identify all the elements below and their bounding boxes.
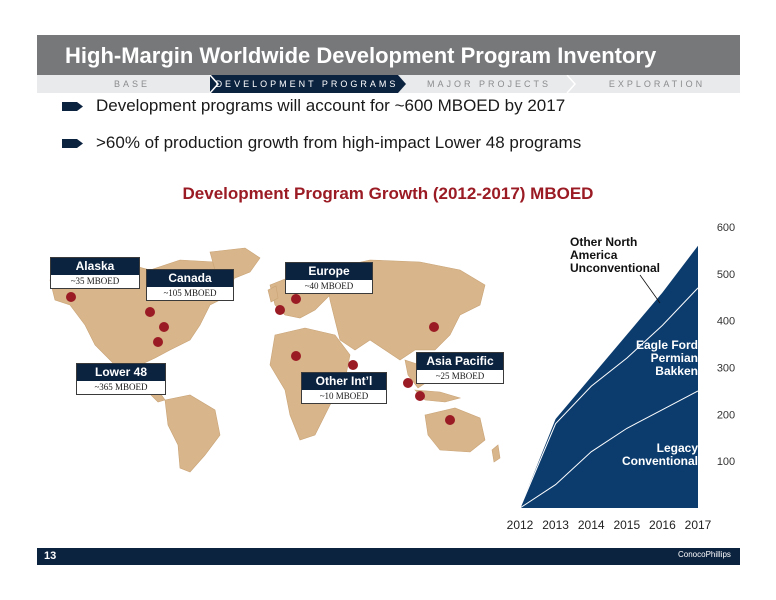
marker-asia-china [429, 322, 439, 332]
marker-canada-2 [159, 322, 169, 332]
marker-canada [145, 307, 155, 317]
region-name: Canada [147, 270, 233, 287]
region-value: ~25 MBOED [435, 371, 485, 381]
nav-item-major-projects[interactable]: MAJOR PROJECTS [426, 79, 551, 89]
region-name: Lower 48 [77, 364, 165, 381]
arrow-bullet-icon [62, 138, 83, 148]
marker-other-intl-1 [291, 351, 301, 361]
x-tick-label: 2012 [507, 518, 534, 532]
x-tick-label: 2017 [685, 518, 712, 532]
bullet-1: Development programs will account for ~6… [62, 96, 565, 116]
nav-active-highlight [210, 75, 398, 93]
nav-item-exploration[interactable]: EXPLORATION [608, 79, 706, 89]
region-lower48: Lower 48 ~365 MBOED [76, 363, 166, 395]
region-name: Other Int’l [302, 373, 386, 390]
chart-title: Development Program Growth (2012-2017) M… [182, 184, 594, 203]
region-name: Asia Pacific [417, 353, 503, 370]
region-value: ~365 MBOED [94, 382, 148, 392]
region-value: ~35 MBOED [70, 276, 120, 286]
region-value: ~40 MBOED [304, 281, 354, 291]
marker-alaska [66, 292, 76, 302]
series-boundary-2 [519, 287, 699, 509]
label-legacy-conventional: Conventional [622, 454, 698, 468]
marker-europe-norway [291, 294, 301, 304]
label-other-north-america: Other North [570, 235, 637, 249]
y-tick-label: 200 [717, 409, 735, 421]
region-asia-pacific: Asia Pacific ~25 MBOED [416, 352, 504, 384]
nav-item-base[interactable]: BASE [113, 79, 150, 89]
y-tick-label: 500 [717, 269, 735, 281]
x-tick-label: 2014 [578, 518, 605, 532]
nav-chevrons [209, 75, 577, 93]
y-tick-label: 400 [717, 316, 735, 328]
new-zealand-shape [491, 444, 501, 463]
x-tick-label: 2013 [542, 518, 569, 532]
marker-australia [445, 415, 455, 425]
label-other-north-america: Unconventional [570, 261, 660, 275]
region-name: Alaska [51, 258, 139, 275]
bullet-text: >60% of production growth from high-impa… [96, 133, 582, 152]
total-area [520, 245, 698, 508]
company-logo: ConocoPhillips [678, 550, 731, 559]
page-title: High-Margin Worldwide Development Progra… [37, 35, 740, 75]
series-boundary-1 [519, 390, 699, 509]
bullet-text: Development programs will account for ~6… [96, 96, 566, 115]
label-legacy-conventional: Legacy [657, 441, 699, 455]
y-tick-label: 100 [717, 456, 735, 468]
y-tick-label: 600 [717, 222, 735, 234]
region-europe: Europe ~40 MBOED [285, 262, 373, 294]
marker-lower48 [153, 337, 163, 347]
nav-item-development-programs[interactable]: DEVELOPMENT PROGRAMS [215, 79, 399, 89]
page-number: 13 [44, 550, 57, 562]
area-layer [519, 245, 699, 509]
region-name: Europe [286, 263, 372, 280]
label-other-north-america: America [570, 248, 618, 262]
y-axis-ticks: 100 200 300 400 500 600 [717, 222, 735, 468]
bullet-2: >60% of production growth from high-impa… [62, 133, 581, 153]
footer-bar [37, 548, 740, 565]
label-connector [639, 274, 661, 304]
x-tick-label: 2015 [613, 518, 640, 532]
marker-asia-indonesia [415, 391, 425, 401]
x-tick-label: 2016 [649, 518, 676, 532]
region-other-intl: Other Int’l ~10 MBOED [301, 372, 387, 404]
marker-asia-malaysia [403, 378, 413, 388]
australia-shape [424, 407, 486, 453]
marker-other-intl-2 [348, 360, 358, 370]
label-eagle-ford-permian-bakken: Bakken [655, 364, 698, 378]
section-nav: BASE DEVELOPMENT PROGRAMS MAJOR PROJECTS… [37, 75, 740, 93]
region-value: ~10 MBOED [319, 391, 369, 401]
x-axis-ticks: 2012 2013 2014 2015 2016 2017 [507, 518, 712, 532]
south-america-shape [164, 394, 221, 473]
region-canada: Canada ~105 MBOED [146, 269, 234, 301]
region-alaska: Alaska ~35 MBOED [50, 257, 140, 289]
marker-europe-uk [275, 305, 285, 315]
uk-shape [267, 285, 279, 303]
label-eagle-ford-permian-bakken: Permian [651, 351, 698, 365]
y-tick-label: 300 [717, 363, 735, 375]
arrow-bullet-icon [62, 101, 83, 111]
region-value: ~105 MBOED [163, 288, 217, 298]
label-eagle-ford-permian-bakken: Eagle Ford [636, 338, 698, 352]
